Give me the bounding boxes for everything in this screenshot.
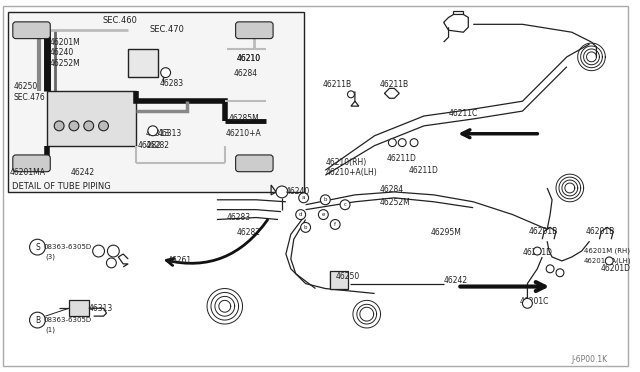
Text: 46201M: 46201M (49, 38, 80, 46)
Circle shape (301, 222, 310, 232)
Circle shape (54, 121, 64, 131)
Circle shape (388, 139, 396, 147)
Circle shape (108, 245, 119, 257)
Text: 46250: 46250 (335, 272, 360, 281)
Text: 46201D: 46201D (600, 264, 630, 273)
Circle shape (330, 219, 340, 230)
Circle shape (340, 200, 350, 210)
Bar (47, 92, 136, 145)
Text: 46201MA: 46201MA (10, 168, 46, 177)
Text: 46240: 46240 (49, 48, 74, 57)
Text: 46210+A(LH): 46210+A(LH) (325, 168, 377, 177)
Text: c: c (344, 202, 346, 207)
Bar (128, 49, 157, 77)
Circle shape (533, 247, 541, 255)
Text: 46261: 46261 (168, 256, 192, 266)
Text: DETAIL OF TUBE PIPING: DETAIL OF TUBE PIPING (12, 182, 111, 190)
Text: 46252M: 46252M (49, 59, 80, 68)
Text: 46283: 46283 (160, 79, 184, 88)
Text: 46201MA(LH): 46201MA(LH) (584, 258, 631, 264)
Circle shape (299, 193, 308, 203)
Text: 46250: 46250 (14, 82, 38, 91)
Text: 46201B: 46201B (529, 227, 557, 236)
Text: 46201C: 46201C (520, 297, 549, 306)
Bar (8, 13, 303, 192)
Text: 46211B: 46211B (323, 80, 351, 89)
Text: J-6P00.1K: J-6P00.1K (572, 355, 608, 364)
Text: (3): (3) (45, 254, 55, 260)
Circle shape (296, 210, 306, 219)
FancyBboxPatch shape (236, 155, 273, 172)
Text: 46313: 46313 (146, 129, 170, 138)
Circle shape (99, 121, 108, 131)
Circle shape (398, 139, 406, 147)
Circle shape (522, 298, 532, 308)
Circle shape (84, 121, 93, 131)
Text: 46313: 46313 (89, 304, 113, 313)
Circle shape (348, 91, 355, 98)
Text: 46242: 46242 (71, 168, 95, 177)
Bar (69, 300, 89, 316)
Text: 46242: 46242 (444, 276, 468, 285)
Circle shape (546, 265, 554, 273)
Text: S: S (35, 243, 40, 251)
Text: 46210: 46210 (237, 54, 260, 63)
Text: 46313: 46313 (157, 129, 182, 138)
Circle shape (148, 126, 157, 136)
Circle shape (69, 121, 79, 131)
Circle shape (276, 186, 288, 198)
Text: 46211D: 46211D (409, 166, 439, 175)
Circle shape (29, 312, 45, 328)
Text: e: e (322, 212, 325, 217)
Text: 46284: 46284 (234, 69, 258, 78)
Circle shape (605, 257, 613, 265)
Text: 46210(RH): 46210(RH) (325, 158, 367, 167)
Text: 46201D: 46201D (522, 247, 552, 257)
Text: 08363-6305D: 08363-6305D (44, 244, 92, 250)
Text: 46211C: 46211C (449, 109, 478, 118)
Text: 46240: 46240 (286, 187, 310, 196)
Text: 46252M: 46252M (380, 198, 410, 207)
Text: 46210: 46210 (237, 54, 260, 63)
Text: 46284: 46284 (380, 186, 404, 195)
Circle shape (319, 210, 328, 219)
Text: SEC.470: SEC.470 (150, 25, 185, 34)
Text: (1): (1) (45, 327, 55, 333)
Circle shape (410, 139, 418, 147)
Text: 46211D: 46211D (387, 154, 417, 163)
FancyBboxPatch shape (13, 22, 51, 39)
Text: 46285M: 46285M (228, 115, 259, 124)
Circle shape (106, 258, 116, 268)
Text: f: f (334, 222, 336, 227)
FancyBboxPatch shape (13, 155, 51, 172)
Text: 46282: 46282 (138, 141, 162, 150)
Circle shape (93, 245, 104, 257)
Text: 46282: 46282 (237, 228, 260, 237)
Text: 46282: 46282 (146, 141, 170, 150)
Text: 46210+A: 46210+A (226, 129, 262, 138)
Text: SEC.476: SEC.476 (14, 93, 45, 102)
Text: SEC.460: SEC.460 (102, 16, 138, 25)
Text: B: B (35, 315, 40, 325)
Text: b: b (304, 225, 307, 230)
Text: 46283: 46283 (227, 213, 251, 222)
Text: 46201B: 46201B (586, 227, 615, 236)
FancyBboxPatch shape (236, 22, 273, 39)
Circle shape (161, 68, 170, 77)
Bar (330, 271, 348, 289)
Text: 46211B: 46211B (380, 80, 409, 89)
Text: a: a (302, 195, 305, 201)
Circle shape (556, 269, 564, 277)
Text: b: b (324, 197, 327, 202)
Circle shape (29, 239, 45, 255)
Text: 46201M (RH): 46201M (RH) (584, 248, 630, 254)
Text: 46295M: 46295M (431, 228, 461, 237)
Text: d: d (299, 212, 303, 217)
Circle shape (321, 195, 330, 205)
Text: 08363-6305D: 08363-6305D (44, 317, 92, 323)
